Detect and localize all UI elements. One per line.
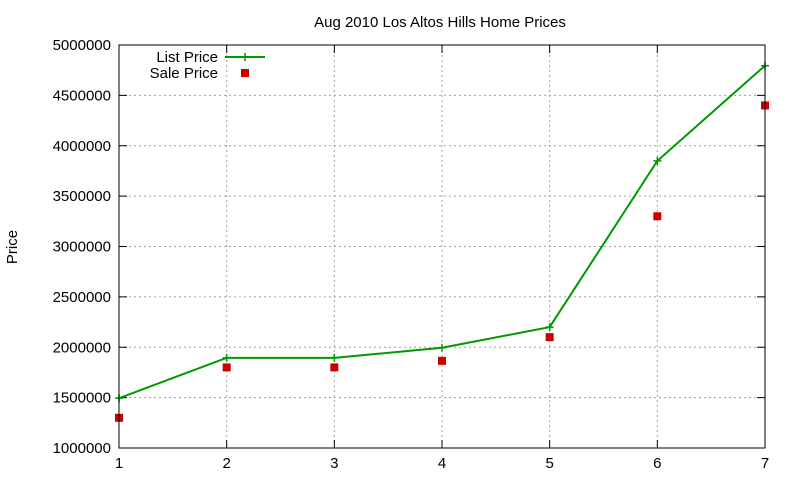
x-tick-label: 6 [653,455,661,472]
y-tick-label: 2000000 [53,339,111,356]
sale-price-point [330,363,339,372]
legend-square-marker [241,69,249,77]
sale-price-point [438,356,446,365]
legend-label: Sale Price [150,65,218,82]
legend-plus-marker [241,53,249,61]
grid-layer [119,45,765,448]
y-tick-label: 2500000 [53,289,111,306]
y-tick-label: 5000000 [53,37,111,54]
x-tick-label: 7 [761,455,769,472]
x-tick-label: 5 [545,455,553,472]
plot-frame [118,44,766,449]
y-axis-label: Price [4,230,21,264]
sale-price-point [545,333,554,342]
y-tick-label: 3000000 [53,239,111,256]
y-tick-label: 1000000 [53,440,111,457]
sale-price-point [653,212,662,221]
tick-layer: 1000000150000020000002500000300000035000… [53,37,770,472]
y-tick-label: 4500000 [53,87,111,104]
x-tick-label: 3 [330,455,338,472]
y-tick-label: 3500000 [53,188,111,205]
y-tick-label: 4000000 [53,138,111,155]
y-tick-label: 1500000 [53,390,111,407]
list-price-point [330,353,339,362]
x-tick-label: 1 [115,455,123,472]
list-price-point [545,323,554,332]
list-price-point [438,343,446,352]
sale-price-point [222,363,231,372]
x-tick-label: 2 [222,455,230,472]
list-price-point [222,353,231,362]
list-price-point [653,156,662,165]
legend-label: List Price [156,49,218,66]
chart-title: Aug 2010 Los Altos Hills Home Prices [314,14,566,31]
x-tick-label: 4 [438,455,446,472]
